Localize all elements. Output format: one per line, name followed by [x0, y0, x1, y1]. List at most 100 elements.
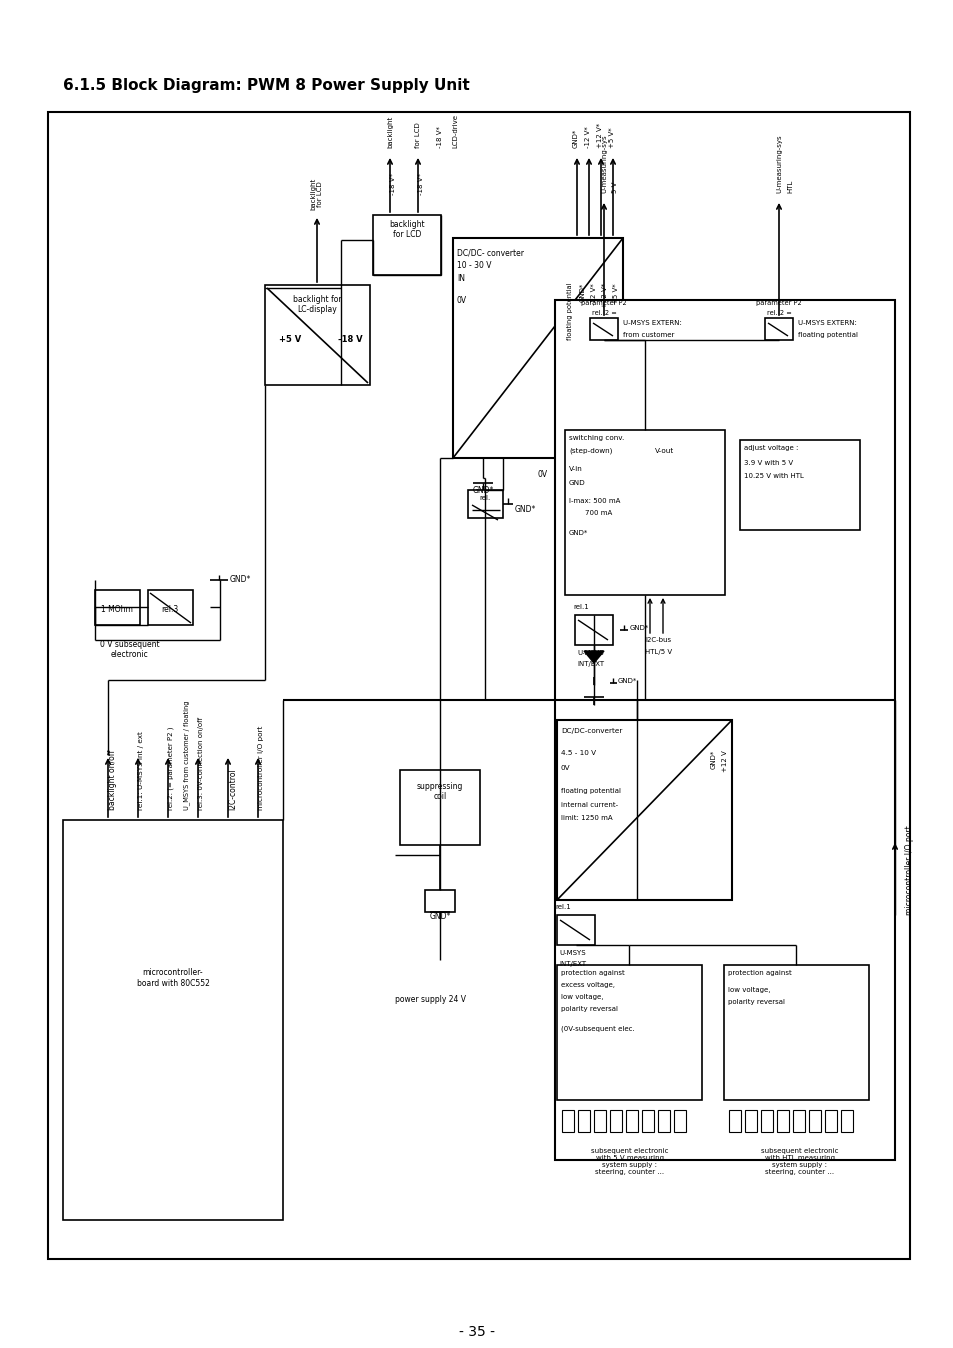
Bar — [557, 965, 701, 1100]
Bar — [808, 1109, 821, 1132]
Text: GND*: GND* — [629, 625, 649, 631]
Text: GND*: GND* — [568, 530, 588, 537]
Bar — [468, 491, 502, 518]
Bar — [63, 820, 283, 1220]
Text: low voltage,: low voltage, — [727, 987, 770, 993]
Text: 0V: 0V — [560, 766, 570, 771]
Text: 3.9 V with 5 V: 3.9 V with 5 V — [743, 460, 792, 466]
Text: -18 V*: -18 V* — [436, 127, 442, 148]
Text: power supply 24 V: power supply 24 V — [395, 995, 465, 1004]
Bar — [399, 770, 479, 845]
Text: internal current-: internal current- — [560, 802, 618, 807]
Text: backlight
for LCD: backlight for LCD — [310, 178, 323, 210]
Bar — [744, 1109, 757, 1132]
Text: V-in: V-in — [568, 466, 582, 472]
Bar — [589, 318, 618, 340]
Text: rel. 2 =: rel. 2 = — [766, 310, 791, 315]
Text: U-measuring-sys: U-measuring-sys — [600, 135, 606, 193]
Text: U-MSYS EXTERN:: U-MSYS EXTERN: — [797, 319, 856, 326]
Bar — [760, 1109, 772, 1132]
Text: GND*: GND* — [573, 129, 578, 148]
Text: -18 V*: -18 V* — [417, 173, 423, 195]
Text: U-MSYS: U-MSYS — [558, 950, 585, 956]
Text: backlight
for LCD: backlight for LCD — [389, 220, 424, 240]
Text: microcontroller-
board with 80C552: microcontroller- board with 80C552 — [136, 968, 210, 988]
Text: GND*: GND* — [618, 678, 637, 683]
Text: 0 V subsequent
electronic: 0 V subsequent electronic — [100, 640, 160, 659]
Text: floating potential: floating potential — [566, 283, 573, 341]
Text: GND*: GND* — [230, 576, 251, 584]
Text: +5 V: +5 V — [278, 336, 301, 344]
Text: GND*: GND* — [710, 749, 717, 770]
Text: U-MSYS: U-MSYS — [577, 650, 603, 656]
Bar — [764, 318, 792, 340]
Text: 0V: 0V — [537, 470, 547, 479]
Bar — [673, 1109, 685, 1132]
Text: +12 V*: +12 V* — [601, 283, 607, 309]
Text: backlight on/off: backlight on/off — [108, 749, 117, 810]
Text: GND*: GND* — [472, 487, 493, 495]
Text: 5 V: 5 V — [612, 182, 618, 193]
Text: U-measuring-sys: U-measuring-sys — [775, 135, 781, 193]
Bar — [557, 720, 731, 900]
Bar — [424, 890, 455, 913]
Text: HTL/5 V: HTL/5 V — [644, 648, 672, 655]
Bar — [728, 1109, 740, 1132]
Text: IN: IN — [456, 274, 464, 283]
Text: subsequent electronic
with HTL measuring
system supply :
steering, counter ...: subsequent electronic with HTL measuring… — [760, 1148, 838, 1175]
Bar — [95, 590, 140, 625]
Text: INT/EXT: INT/EXT — [558, 961, 585, 967]
Text: adjust voltage :: adjust voltage : — [743, 445, 798, 452]
Text: +5 V*: +5 V* — [613, 283, 618, 303]
Text: 700 mA: 700 mA — [584, 510, 612, 516]
Text: +5 V*: +5 V* — [608, 127, 615, 148]
Text: rel. 2 =: rel. 2 = — [591, 310, 616, 315]
Text: for LCD: for LCD — [415, 123, 420, 148]
Text: microcontroller I/O port: microcontroller I/O port — [257, 725, 264, 810]
Text: +12 V: +12 V — [721, 749, 727, 772]
Text: GND*: GND* — [515, 506, 536, 514]
Text: rel.3: rel.3 — [161, 605, 178, 615]
Text: microcontroller I/O port: microcontroller I/O port — [904, 825, 913, 915]
Text: 10.25 V with HTL: 10.25 V with HTL — [743, 473, 803, 479]
Text: GND*: GND* — [429, 913, 450, 921]
Bar — [453, 239, 622, 458]
Bar — [776, 1109, 788, 1132]
Text: (0V-subsequent elec.: (0V-subsequent elec. — [560, 1024, 634, 1031]
Text: backlight for
LC-display: backlight for LC-display — [293, 295, 341, 314]
Bar — [561, 1109, 574, 1132]
Bar — [792, 1109, 804, 1132]
Text: DC/DC-converter: DC/DC-converter — [560, 728, 621, 735]
Bar — [48, 112, 909, 1259]
Text: backlight: backlight — [387, 116, 393, 148]
Text: rel.2: (= parameter P2 ): rel.2: (= parameter P2 ) — [168, 727, 174, 810]
Text: U-MSYS EXTERN:: U-MSYS EXTERN: — [622, 319, 681, 326]
Text: I2C-control: I2C-control — [228, 768, 236, 810]
Text: -12 V*: -12 V* — [590, 283, 597, 305]
Text: rel.1: rel.1 — [573, 604, 588, 611]
Bar — [557, 915, 595, 945]
Bar — [564, 430, 724, 594]
Bar — [625, 1109, 638, 1132]
Bar — [658, 1109, 669, 1132]
Text: -18 V: -18 V — [337, 336, 362, 344]
Bar — [723, 965, 868, 1100]
Polygon shape — [583, 651, 603, 663]
Text: limit: 1250 mA: limit: 1250 mA — [560, 816, 612, 821]
Text: rel.3: 0V-connection on/off: rel.3: 0V-connection on/off — [198, 717, 204, 810]
Bar — [609, 1109, 621, 1132]
Bar — [594, 1109, 605, 1132]
Bar — [148, 590, 193, 625]
Text: 4.5 - 10 V: 4.5 - 10 V — [560, 749, 596, 756]
Bar — [841, 1109, 852, 1132]
Text: protection against: protection against — [560, 971, 624, 976]
Text: - 35 -: - 35 - — [458, 1325, 495, 1339]
Text: +12 V*: +12 V* — [597, 123, 602, 148]
Text: U_MSYS from customer / floating: U_MSYS from customer / floating — [183, 701, 190, 810]
Bar — [373, 214, 440, 275]
Text: 0V: 0V — [456, 297, 467, 305]
Text: 1 MOhm: 1 MOhm — [101, 605, 132, 615]
Text: V-out: V-out — [655, 448, 674, 454]
Text: from customer: from customer — [622, 332, 674, 338]
Text: I-max: 500 mA: I-max: 500 mA — [568, 497, 619, 504]
